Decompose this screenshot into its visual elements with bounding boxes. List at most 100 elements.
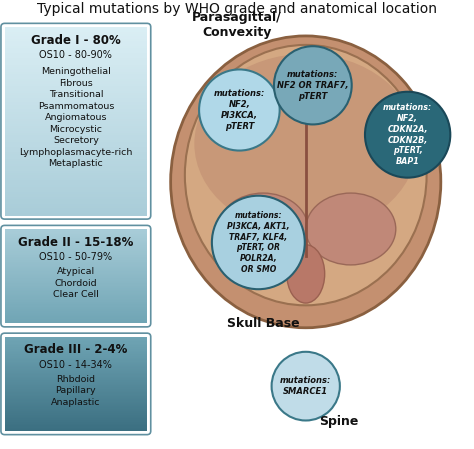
Bar: [5, 286, 147, 287]
Ellipse shape: [274, 46, 352, 124]
Bar: [5, 187, 147, 189]
Bar: [5, 389, 147, 390]
Bar: [5, 230, 147, 231]
Bar: [5, 67, 147, 69]
Bar: [5, 424, 147, 425]
Bar: [5, 274, 147, 275]
Bar: [5, 405, 147, 406]
Bar: [5, 404, 147, 405]
Bar: [5, 429, 147, 430]
Bar: [5, 233, 147, 235]
Bar: [5, 256, 147, 257]
Bar: [5, 176, 147, 178]
Bar: [5, 365, 147, 366]
Bar: [5, 338, 147, 339]
Bar: [5, 57, 147, 60]
Text: mutations:
NF2,
PI3KCA,
pTERT: mutations: NF2, PI3KCA, pTERT: [214, 89, 265, 131]
Bar: [5, 102, 147, 105]
Bar: [5, 423, 147, 424]
Bar: [5, 242, 147, 243]
Bar: [5, 425, 147, 427]
Text: OS10 - 80-90%: OS10 - 80-90%: [39, 50, 112, 60]
Bar: [5, 84, 147, 86]
Ellipse shape: [365, 92, 450, 178]
Text: Skull Base: Skull Base: [227, 317, 300, 330]
Bar: [5, 126, 147, 128]
Text: mutations:
SMARCE1: mutations: SMARCE1: [280, 376, 331, 396]
Bar: [5, 76, 147, 79]
Bar: [5, 48, 147, 51]
Bar: [5, 199, 147, 201]
Bar: [5, 363, 147, 364]
Ellipse shape: [287, 245, 325, 303]
Bar: [5, 346, 147, 348]
Bar: [5, 263, 147, 264]
Bar: [5, 307, 147, 308]
Bar: [5, 370, 147, 371]
Bar: [5, 95, 147, 98]
Bar: [5, 112, 147, 114]
Bar: [5, 354, 147, 356]
Bar: [5, 107, 147, 110]
Bar: [5, 145, 147, 147]
Bar: [5, 430, 147, 431]
Bar: [5, 211, 147, 213]
Bar: [5, 300, 147, 301]
Bar: [5, 123, 147, 126]
Bar: [5, 294, 147, 295]
Bar: [5, 32, 147, 34]
Bar: [5, 384, 147, 385]
Bar: [5, 344, 147, 345]
Bar: [5, 403, 147, 404]
Text: OS10 - 50-79%: OS10 - 50-79%: [39, 252, 112, 262]
Bar: [5, 420, 147, 422]
Ellipse shape: [306, 193, 396, 265]
Bar: [5, 114, 147, 116]
Bar: [5, 197, 147, 199]
Bar: [5, 44, 147, 46]
Bar: [5, 418, 147, 419]
Bar: [5, 70, 147, 72]
Text: Grade II - 15-18%: Grade II - 15-18%: [18, 236, 134, 249]
Ellipse shape: [199, 70, 280, 150]
Bar: [5, 411, 147, 412]
Text: mutations:
NF2 OR TRAF7,
pTERT: mutations: NF2 OR TRAF7, pTERT: [277, 70, 348, 101]
Bar: [5, 131, 147, 133]
Bar: [5, 277, 147, 278]
Bar: [5, 385, 147, 386]
Bar: [5, 229, 147, 230]
Bar: [5, 262, 147, 263]
Bar: [5, 313, 147, 314]
Bar: [5, 159, 147, 161]
Bar: [5, 352, 147, 353]
Bar: [5, 373, 147, 374]
Bar: [5, 361, 147, 363]
Bar: [5, 408, 147, 409]
Bar: [5, 247, 147, 248]
Bar: [5, 322, 147, 323]
Bar: [5, 252, 147, 254]
Bar: [5, 303, 147, 304]
Bar: [5, 147, 147, 150]
Bar: [5, 320, 147, 321]
Bar: [5, 255, 147, 256]
Bar: [5, 301, 147, 302]
Text: Atypical
Chordoid
Clear Cell: Atypical Chordoid Clear Cell: [53, 267, 99, 299]
Ellipse shape: [194, 54, 417, 233]
Bar: [5, 128, 147, 131]
Bar: [5, 34, 147, 36]
Bar: [5, 201, 147, 204]
Bar: [5, 416, 147, 417]
Bar: [5, 358, 147, 359]
Bar: [5, 293, 147, 294]
Bar: [5, 414, 147, 416]
Bar: [5, 110, 147, 112]
Bar: [5, 359, 147, 360]
Ellipse shape: [218, 193, 308, 265]
Bar: [5, 208, 147, 211]
Bar: [5, 93, 147, 95]
Bar: [5, 260, 147, 261]
Bar: [5, 319, 147, 320]
Text: mutations:
PI3KCA, AKT1,
TRAF7, KLF4,
pTERT, OR
POLR2A,
OR SMO: mutations: PI3KCA, AKT1, TRAF7, KLF4, pT…: [227, 211, 290, 274]
Bar: [5, 337, 147, 338]
